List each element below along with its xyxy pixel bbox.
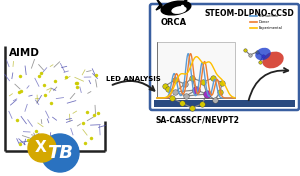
Text: SA-CASSCF/NEVPT2: SA-CASSCF/NEVPT2 bbox=[155, 115, 239, 124]
Text: Bismuthine: Bismuthine bbox=[259, 14, 279, 18]
Polygon shape bbox=[184, 0, 191, 2]
Ellipse shape bbox=[172, 7, 186, 13]
Text: AIMD: AIMD bbox=[9, 48, 40, 58]
Polygon shape bbox=[156, 0, 162, 10]
Text: LED ANALYSIS: LED ANALYSIS bbox=[106, 76, 160, 82]
FancyBboxPatch shape bbox=[150, 4, 299, 110]
Text: STEOM-DLPNO-CCSD: STEOM-DLPNO-CCSD bbox=[204, 9, 294, 18]
Text: Experimental: Experimental bbox=[259, 26, 283, 30]
Text: X: X bbox=[35, 140, 47, 155]
Bar bbox=[154, 100, 295, 107]
Text: TB: TB bbox=[47, 144, 73, 162]
Circle shape bbox=[28, 134, 56, 162]
Bar bbox=[157, 42, 235, 98]
Circle shape bbox=[41, 134, 79, 172]
Text: ORCA: ORCA bbox=[161, 18, 187, 27]
Ellipse shape bbox=[262, 52, 284, 68]
Text: Donor: Donor bbox=[259, 20, 270, 24]
Ellipse shape bbox=[255, 48, 271, 60]
Ellipse shape bbox=[161, 1, 191, 15]
